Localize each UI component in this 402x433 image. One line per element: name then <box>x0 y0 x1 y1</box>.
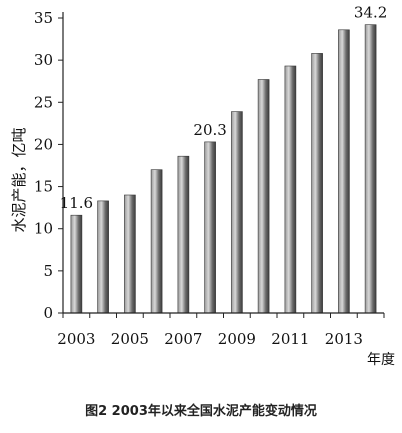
figure-caption: 图2 2003年以来全国水泥产能变动情况 <box>85 404 317 419</box>
x-tick-label-2003: 2003 <box>57 330 95 348</box>
y-axis-label: 水泥产能，亿吨 <box>10 127 28 232</box>
bar-2011 <box>284 65 297 314</box>
x-tick-label-2011: 2011 <box>271 330 309 348</box>
y-tick-label-10: 10 <box>34 220 53 238</box>
bar-2008 <box>204 141 216 314</box>
data-label-2014: 34.2 <box>354 4 387 22</box>
bar-2012 <box>311 53 323 314</box>
bar-2006 <box>150 169 163 314</box>
y-tick-label-30: 30 <box>34 51 53 69</box>
bar-2004 <box>97 200 109 314</box>
bar-2007 <box>177 155 190 314</box>
bar-2013 <box>338 29 350 314</box>
data-label-2003: 11.6 <box>60 194 93 212</box>
bar-2005 <box>124 194 136 314</box>
y-tick-label-35: 35 <box>34 9 53 27</box>
y-tick-label-20: 20 <box>34 135 53 153</box>
bar-2009 <box>231 111 243 314</box>
x-tick-label-2013: 2013 <box>325 330 363 348</box>
y-tick-label-5: 5 <box>43 262 53 280</box>
bar-2014 <box>364 24 377 314</box>
data-label-2008: 20.3 <box>193 121 226 139</box>
y-tick-label-25: 25 <box>34 93 53 111</box>
x-axis-label: 年度 <box>367 352 395 368</box>
y-tick-label-0: 0 <box>43 304 53 322</box>
y-tick-label-15: 15 <box>34 178 53 196</box>
x-tick-label-2005: 2005 <box>111 330 149 348</box>
bar-2003 <box>70 214 83 314</box>
bar-2010 <box>257 79 270 314</box>
x-tick-label-2009: 2009 <box>218 330 256 348</box>
x-tick-label-2007: 2007 <box>164 330 202 348</box>
